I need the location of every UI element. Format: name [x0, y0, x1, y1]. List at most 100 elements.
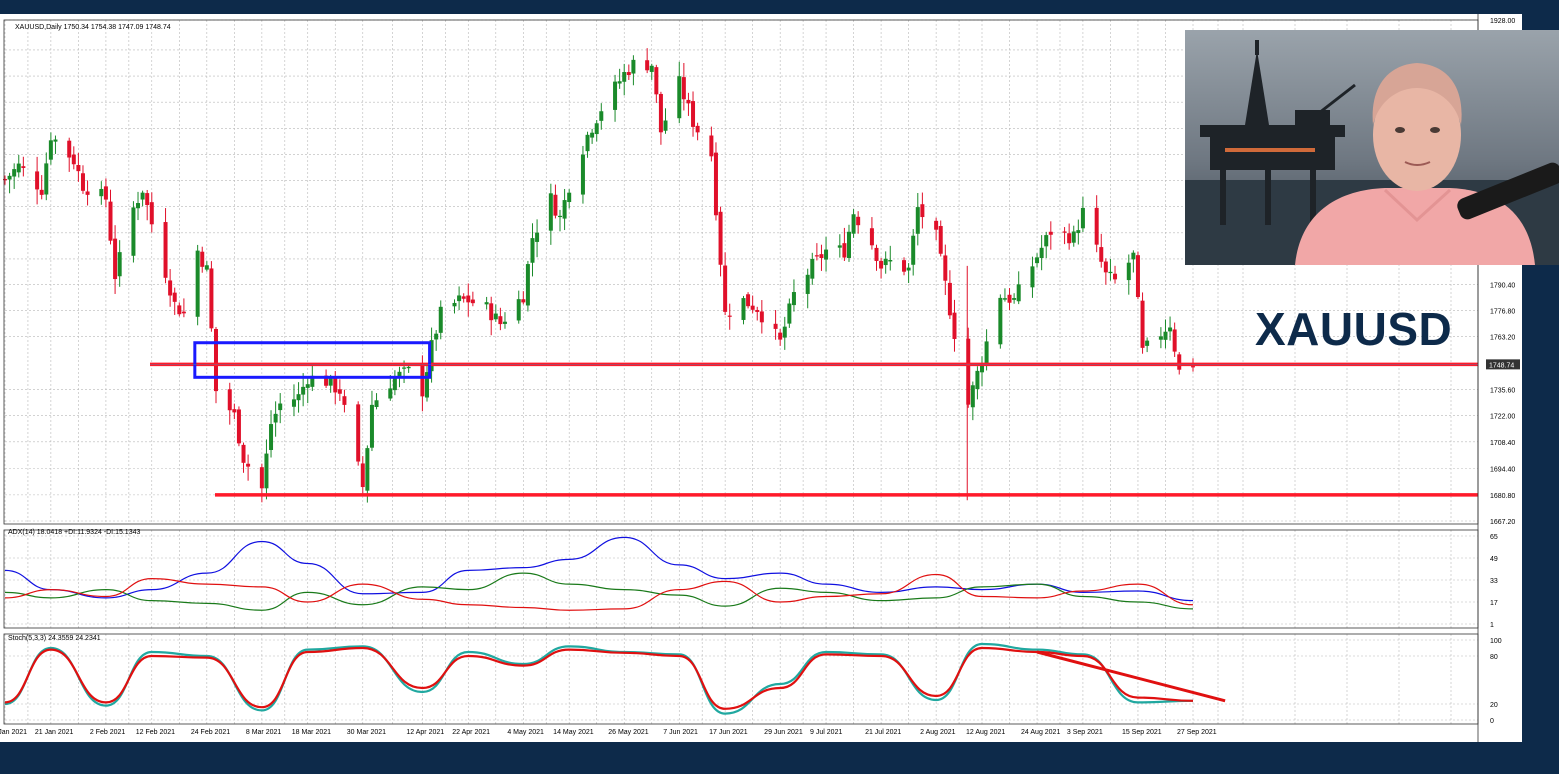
candle-body — [466, 295, 471, 303]
candle-body — [677, 76, 682, 119]
candle-body — [920, 204, 925, 218]
candle-body — [585, 134, 590, 152]
candle-body — [484, 302, 489, 305]
date-axis-label: 12 Feb 2021 — [136, 729, 175, 736]
candle-body — [778, 332, 783, 340]
date-axis-label: 15 Sep 2021 — [1122, 729, 1162, 736]
candle-body — [805, 274, 810, 294]
candle-body — [1172, 329, 1177, 352]
candle-body — [3, 178, 7, 181]
candle-body — [750, 305, 755, 310]
candle-body — [521, 299, 526, 303]
candle-body — [406, 366, 411, 369]
candle-body — [461, 296, 466, 299]
candle-body — [429, 340, 434, 372]
candle-body — [663, 120, 668, 131]
candle-body — [613, 81, 618, 110]
candle-body — [273, 413, 278, 423]
candle-body — [590, 132, 595, 138]
candle-body — [71, 154, 76, 165]
candle-body — [915, 207, 920, 234]
candle-body — [12, 169, 17, 177]
date-axis-label: 11 Jan 2021 — [0, 729, 27, 736]
candle-body — [420, 365, 425, 397]
candle-body — [365, 448, 370, 491]
candle-body — [269, 424, 274, 450]
chart-canvas[interactable]: 11 Jan 2021 21 Jan 2021 2 Feb 2021 12 Feb 2… — [0, 14, 1522, 742]
candle-body — [131, 207, 136, 256]
candle-body — [626, 72, 631, 76]
candle-body — [360, 463, 365, 488]
candle-body — [695, 125, 700, 133]
candle-body — [810, 258, 815, 279]
candle-body — [787, 303, 792, 324]
zone-box — [193, 341, 432, 379]
candle-body — [713, 152, 718, 216]
candle-body — [846, 231, 851, 258]
candle-body — [1030, 266, 1035, 288]
candle-body — [851, 214, 856, 234]
candle-body — [16, 163, 21, 173]
date-axis-label: 22 Apr 2021 — [452, 729, 490, 736]
date-axis-label: 21 Jan 2021 — [35, 729, 74, 736]
date-axis-label: 24 Aug 2021 — [1021, 729, 1060, 736]
candle-body — [328, 377, 333, 386]
candle-body — [718, 211, 723, 265]
candle-body — [934, 220, 939, 230]
candle-body — [686, 99, 691, 104]
candle-body — [39, 189, 44, 195]
candle-body — [397, 371, 402, 377]
candle-body — [1016, 284, 1021, 302]
date-axis-label: 7 Jun 2021 — [663, 729, 698, 736]
candle-body — [108, 201, 113, 241]
microphone-icon — [1457, 162, 1559, 220]
adx-indicator — [4, 536, 1194, 611]
candle-body — [67, 140, 72, 158]
candle-body — [966, 338, 971, 405]
candle-body — [149, 202, 154, 225]
candle-body — [906, 267, 911, 271]
stoch-axis-label: 100 — [1490, 638, 1502, 645]
candle-body — [333, 376, 338, 393]
candle-body — [1002, 298, 1007, 300]
minus-di-line — [4, 573, 1194, 611]
candle-body — [1076, 230, 1081, 234]
candle-body — [1168, 327, 1173, 332]
candle-body — [1035, 257, 1040, 264]
candle-body — [691, 101, 696, 127]
candle-body — [136, 203, 141, 209]
candle-body — [356, 404, 361, 462]
candle-body — [755, 309, 760, 312]
adx-axis-label: 65 — [1490, 534, 1498, 541]
candle-body — [1067, 233, 1072, 244]
candle-body — [301, 386, 306, 395]
candle-body — [883, 258, 888, 266]
candle-body — [278, 403, 283, 411]
candle-body — [264, 453, 269, 489]
adx-header: ADX(14) 18.0418 +DI:11.9324 -DI:15.1343 — [8, 529, 140, 536]
panel-border — [3, 529, 1479, 629]
candle-body — [145, 193, 150, 206]
candle-body — [181, 311, 186, 314]
adx-axis-label: 17 — [1490, 600, 1498, 607]
candle-body — [48, 140, 53, 160]
candle-body — [7, 175, 12, 180]
candle-body — [562, 200, 567, 219]
axes: 11 Jan 2021 21 Jan 2021 2 Feb 2021 12 Feb 2… — [0, 14, 1520, 742]
candle-body — [727, 315, 732, 317]
candle-body — [1048, 231, 1053, 235]
price-axis-label: 1708.40 — [1490, 440, 1515, 447]
candle-body — [117, 252, 122, 277]
candle-body — [204, 265, 209, 270]
candle-body — [970, 385, 975, 408]
candle-body — [168, 280, 173, 296]
candle-body — [402, 367, 407, 369]
candle-body — [1126, 262, 1131, 281]
price-axis-label: 1790.40 — [1490, 282, 1515, 289]
candle-body — [1145, 340, 1150, 346]
date-axis-label: 21 Jul 2021 — [865, 729, 901, 736]
stoch-signal-line — [4, 646, 1194, 710]
candle-body — [232, 409, 237, 413]
candle-body — [44, 163, 49, 195]
candle-body — [195, 250, 200, 317]
